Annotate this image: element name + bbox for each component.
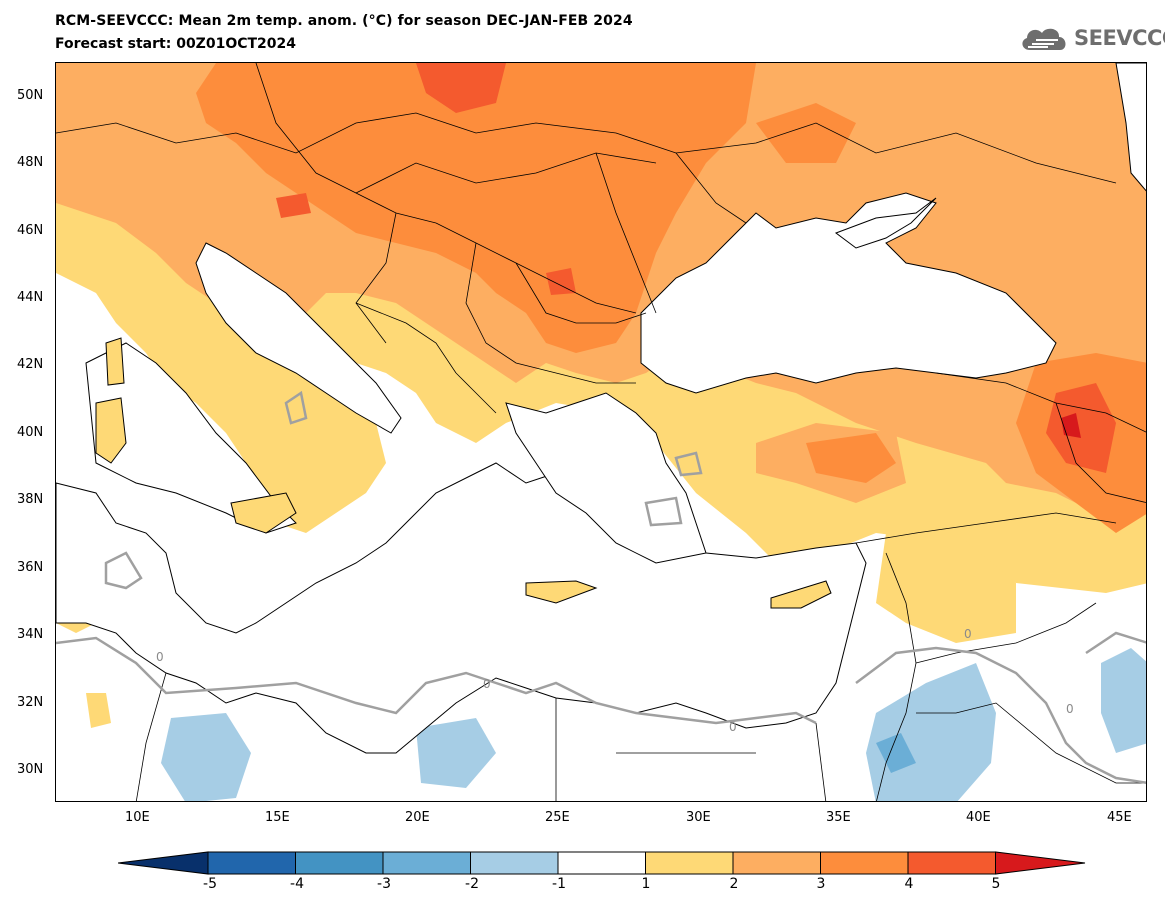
anomaly-band-4-5 <box>416 63 506 113</box>
logo-text: SEEVCCC <box>1074 26 1165 50</box>
lat-label: 44N <box>17 290 44 305</box>
contour-label: 0 <box>483 677 491 691</box>
cloud-icon <box>1022 28 1066 50</box>
colorbar-segment <box>820 851 909 875</box>
colorbar-segment <box>118 851 209 875</box>
black-sea <box>640 192 1057 394</box>
colorbar-tick-label: 2 <box>729 876 739 892</box>
map-canvas: 0 0 0 0 0 <box>56 63 1146 801</box>
colorbar-segment <box>907 851 996 875</box>
colorbar-segment <box>382 851 471 875</box>
seevccc-logo: SEEVCCC <box>1018 20 1165 56</box>
colorbar-tick-label: -3 <box>377 876 391 892</box>
chart-title: RCM-SEEVCCC: Mean 2m temp. anom. (°C) fo… <box>55 13 633 29</box>
crete <box>525 580 598 604</box>
lat-label: 32N <box>17 695 44 710</box>
contour-label: 0 <box>156 650 164 664</box>
lat-label: 40N <box>17 425 44 440</box>
colorbar-tick-label: -5 <box>203 876 217 892</box>
contour-label: 0 <box>1066 702 1074 716</box>
colorbar-tick-label: -1 <box>552 876 566 892</box>
lon-label: 20E <box>405 810 430 825</box>
corsica <box>105 337 125 386</box>
sardinia <box>95 397 127 464</box>
mediterranean-sea <box>56 462 867 754</box>
lat-label: 48N <box>17 155 44 170</box>
anomaly-band-neg1-neg2 <box>161 713 251 801</box>
colorbar-tick-label: -4 <box>290 876 304 892</box>
colorbar-tick-label: 4 <box>904 876 914 892</box>
lon-label: 45E <box>1107 810 1132 825</box>
contour-labels: 0 0 0 0 0 <box>156 627 1074 734</box>
adriatic-sea <box>195 242 402 434</box>
colorbar-segment <box>995 851 1086 875</box>
lon-label: 10E <box>125 810 150 825</box>
colorbar-segment <box>557 851 646 875</box>
lon-label: 25E <box>545 810 570 825</box>
lon-label: 40E <box>966 810 991 825</box>
chart-subtitle: Forecast start: 00Z01OCT2024 <box>55 36 297 52</box>
colorbar-segment <box>470 851 559 875</box>
anomaly-band-3-4 <box>196 63 756 353</box>
colorbar-segment <box>732 851 821 875</box>
lon-label: 30E <box>686 810 711 825</box>
lat-label: 38N <box>17 492 44 507</box>
colorbar-segment <box>645 851 734 875</box>
anomaly-map: 0 0 0 0 0 <box>55 62 1147 802</box>
aegean-sea <box>505 392 707 564</box>
lat-label: 30N <box>17 762 44 777</box>
country-borders <box>56 63 1146 801</box>
colorbar-tick-label: 1 <box>641 876 651 892</box>
lon-label: 35E <box>826 810 851 825</box>
contour-label: 0 <box>964 627 972 641</box>
lat-label: 46N <box>17 223 44 238</box>
sicily <box>230 492 297 534</box>
contour-label: 0 <box>729 720 737 734</box>
colorbar <box>118 851 1086 875</box>
colorbar-tick-label: 5 <box>991 876 1001 892</box>
lon-label: 15E <box>265 810 290 825</box>
lat-label: 36N <box>17 560 44 575</box>
colorbar-segment <box>295 851 384 875</box>
zero-contours <box>56 390 1146 784</box>
colorbar-tick-label: 3 <box>816 876 826 892</box>
cyprus <box>770 580 832 609</box>
lat-label: 34N <box>17 627 44 642</box>
lat-label: 50N <box>17 88 44 103</box>
colorbar-segment <box>207 851 296 875</box>
lat-label: 42N <box>17 357 44 372</box>
colorbar-tick-label: -2 <box>465 876 479 892</box>
